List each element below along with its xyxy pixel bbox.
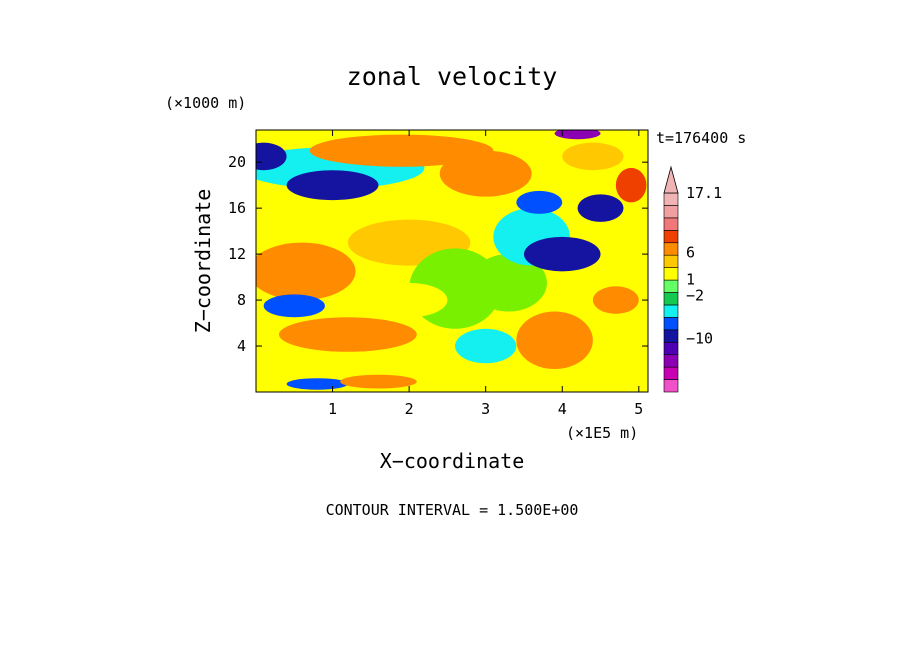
colorbar-swatch-6 xyxy=(663,304,679,318)
field-region-20 xyxy=(340,374,417,389)
field-region-0 xyxy=(256,242,356,301)
field-region-23 xyxy=(455,328,517,364)
field-region-22 xyxy=(592,286,639,314)
field-region-7 xyxy=(286,170,379,201)
y-axis: 4 8 12 16 20 xyxy=(228,153,648,355)
field-region-21 xyxy=(554,130,601,140)
y-unit-label: (×1000 m) xyxy=(165,94,246,112)
field-region-13 xyxy=(523,236,601,272)
colorbar-arrow xyxy=(663,165,679,194)
colorbar-swatch-2 xyxy=(663,354,679,368)
colorbar-swatch-10 xyxy=(663,254,679,268)
colorbar-swatch-14 xyxy=(663,205,679,219)
y-axis-title: Z−coordinate xyxy=(191,189,215,334)
colorbar-swatch-8 xyxy=(663,279,679,293)
colorbar-swatch-11 xyxy=(663,242,679,256)
field-region-15 xyxy=(516,190,563,214)
colorbar-swatch-3 xyxy=(663,341,679,355)
colorbar-swatch-7 xyxy=(663,292,679,306)
plot-frame xyxy=(255,129,649,393)
field-region-10 xyxy=(439,150,532,197)
x-axis: 1 2 3 4 5 xyxy=(328,130,643,418)
field-region-11 xyxy=(263,294,325,318)
time-label: t=176400 s xyxy=(656,129,746,147)
colorbar-swatch-5 xyxy=(663,317,679,331)
x-axis-title: X−coordinate xyxy=(380,449,525,473)
y-tick-label-3: 16 xyxy=(228,199,246,217)
y-tick-label-1: 8 xyxy=(237,291,246,309)
x-tick-label-0: 1 xyxy=(328,400,337,418)
field-region-14 xyxy=(577,194,624,222)
x-tick-label-4: 5 xyxy=(634,400,643,418)
y-tick-label-0: 4 xyxy=(237,337,246,355)
y-tick-label-4: 20 xyxy=(228,153,246,171)
colorbar-swatch-0 xyxy=(663,379,679,393)
colorbar-label-0: 17.1 xyxy=(686,184,722,202)
field-region-18 xyxy=(516,311,593,370)
y-tick-label-2: 12 xyxy=(228,245,246,263)
colorbar-swatch-15 xyxy=(663,192,679,206)
field-region-19 xyxy=(286,378,348,390)
colorbar-swatch-13 xyxy=(663,217,679,231)
x-unit-label: (×1E5 m) xyxy=(566,424,638,442)
field-region-9 xyxy=(309,134,494,167)
field-region-2 xyxy=(278,317,417,352)
colorbar-label-2: 1 xyxy=(686,270,695,288)
x-tick-label-2: 3 xyxy=(481,400,490,418)
field-region-5 xyxy=(370,282,448,318)
colorbar: 17.1 6 1−2 −10 xyxy=(663,165,722,393)
chart-title: zonal velocity xyxy=(347,62,558,91)
colorbar-swatch-1 xyxy=(663,366,679,380)
field-region-17 xyxy=(562,142,624,171)
velocity-field xyxy=(256,130,648,392)
field-region-8 xyxy=(256,142,287,171)
x-tick-label-3: 4 xyxy=(558,400,567,418)
contour-interval-label: CONTOUR INTERVAL = 1.500E+00 xyxy=(326,501,579,519)
field-region-4 xyxy=(470,254,547,312)
colorbar-label-3: −2 xyxy=(686,286,704,304)
x-tick-label-1: 2 xyxy=(405,400,414,418)
colorbar-swatch-9 xyxy=(663,267,679,281)
field-region-16 xyxy=(615,167,647,203)
colorbar-swatch-4 xyxy=(663,329,679,343)
colorbar-label-1: 6 xyxy=(686,244,695,262)
colorbar-label-4: −10 xyxy=(686,329,713,347)
colorbar-swatch-12 xyxy=(663,230,679,244)
